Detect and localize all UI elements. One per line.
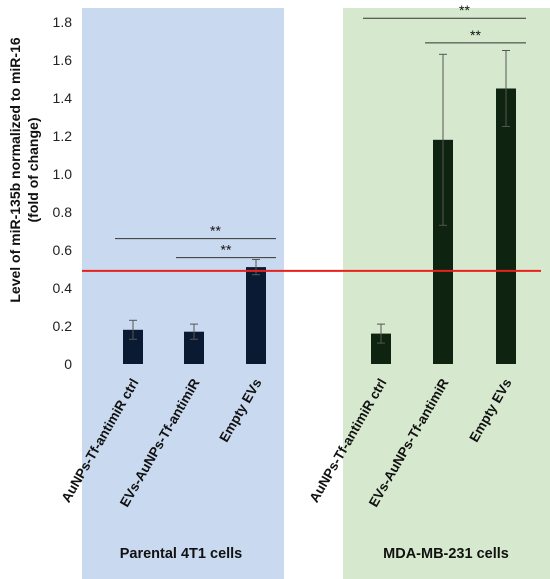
bar (371, 333, 391, 364)
bar (184, 331, 204, 364)
y-tick-label: 0 (64, 356, 72, 372)
bar (496, 88, 516, 364)
y-axis-label-line2: (fold of change) (25, 118, 41, 223)
y-tick-label: 0.2 (53, 318, 73, 334)
y-axis-label-line1: Level of miR-135b normalized to miR-16 (7, 37, 23, 302)
bars (123, 88, 516, 364)
significance-brackets: ******** (115, 2, 526, 259)
panel-label-left: Parental 4T1 cells (120, 546, 243, 562)
bar (123, 329, 143, 364)
significance-label: ** (210, 223, 221, 239)
y-tick-label: 1.0 (53, 166, 73, 182)
y-tick-label: 1.4 (53, 90, 73, 106)
y-tick-label: 1.8 (53, 14, 73, 30)
y-axis-ticks: 0 0.2 0.4 0.6 0.8 1.0 1.2 1.4 1.6 1.8 (53, 14, 73, 372)
significance-label: ** (459, 2, 470, 18)
bar (433, 139, 453, 364)
significance-label: ** (470, 27, 481, 43)
panel-label-right: MDA-MB-231 cells (383, 546, 509, 562)
y-tick-label: 0.6 (53, 242, 73, 258)
error-bars (129, 50, 510, 344)
y-tick-label: 0.4 (53, 280, 73, 296)
y-tick-label: 0.8 (53, 204, 73, 220)
significance-label: ** (221, 242, 232, 258)
bar (246, 267, 266, 364)
y-tick-label: 1.6 (53, 52, 73, 68)
y-tick-label: 1.2 (53, 128, 73, 144)
